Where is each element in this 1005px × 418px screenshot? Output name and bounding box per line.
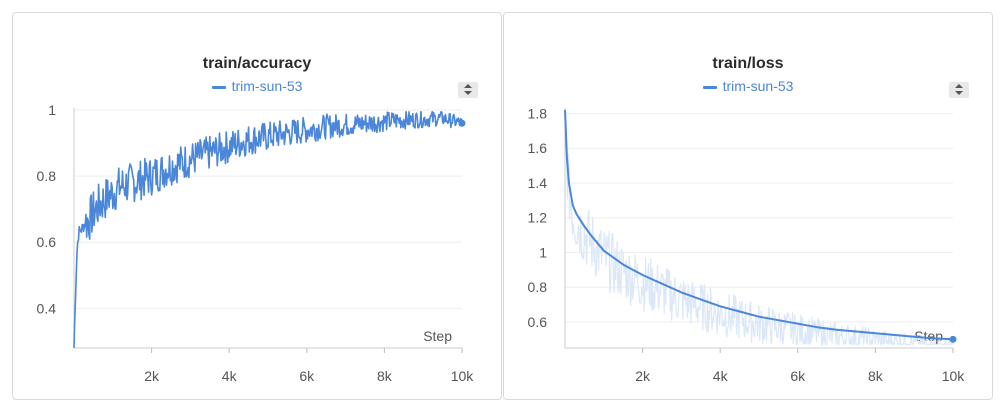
legend-label: trim-sun-53 [722,78,794,94]
x-tick-label: 8k [868,368,884,384]
y-tick-label: 0.8 [528,279,548,295]
x-tick-label: 6k [790,368,806,384]
y-tick-label: 1.8 [528,105,548,121]
y-tick-label: 0.6 [37,234,57,250]
series-endpoint [949,335,957,343]
sort-toggle-button[interactable] [949,82,969,98]
x-tick-label: 10k [942,368,966,384]
loss-panel: train/loss trim-sun-53 [503,12,993,400]
series-endpoint [458,119,466,127]
x-tick-label: 8k [377,368,393,384]
series-line-trim-sun-53 [73,110,463,349]
y-tick-label: 1.2 [528,210,548,226]
series-line-trim-sun-53 [564,109,954,341]
sort-toggle-button[interactable] [458,82,478,98]
series-raw-line-trim-sun-53 [564,109,954,347]
y-tick-label: 1.4 [528,175,548,191]
legend-swatch [702,85,717,89]
x-tick-label: 2k [144,368,160,384]
y-tick-label: 1 [539,244,547,260]
legend-label: trim-sun-53 [231,78,303,94]
y-tick-label: 0.8 [37,168,57,184]
chart-title: train/accuracy [202,55,312,72]
y-tick-label: 1.6 [528,140,548,156]
legend[interactable]: trim-sun-53 [504,78,992,94]
y-tick-label: 0.6 [528,314,548,330]
x-tick-label: 4k [222,368,238,384]
y-tick-label: 1 [48,102,56,118]
x-tick-label: 2k [635,368,651,384]
y-tick-label: 0.4 [37,300,57,316]
chart-title: train/loss [712,55,784,72]
x-tick-label: 4k [713,368,729,384]
legend-swatch [211,85,226,89]
x-tick-label: 10k [451,368,475,384]
legend[interactable]: trim-sun-53 [13,78,501,94]
x-tick-label: 6k [299,368,315,384]
x-axis-label: Step [423,328,452,344]
